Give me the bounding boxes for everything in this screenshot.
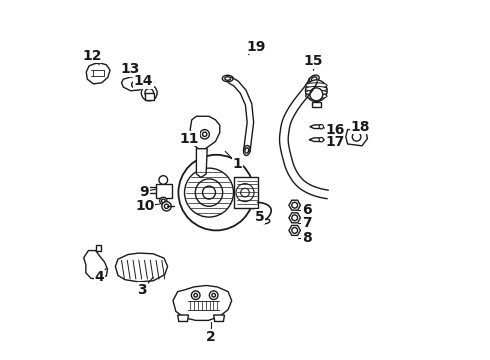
Text: 14: 14	[134, 74, 153, 88]
Circle shape	[164, 204, 169, 208]
Text: 16: 16	[325, 123, 344, 136]
Circle shape	[209, 291, 218, 300]
Polygon shape	[289, 213, 300, 223]
Text: 2: 2	[206, 330, 216, 343]
Ellipse shape	[245, 148, 248, 153]
Circle shape	[305, 80, 327, 102]
Text: 4: 4	[95, 270, 104, 284]
Circle shape	[292, 228, 297, 233]
Polygon shape	[234, 177, 258, 208]
Circle shape	[319, 125, 323, 129]
Circle shape	[352, 132, 361, 141]
Circle shape	[145, 89, 153, 97]
Ellipse shape	[309, 75, 319, 83]
Circle shape	[132, 81, 138, 88]
Ellipse shape	[312, 77, 317, 82]
Text: 19: 19	[246, 40, 266, 54]
Polygon shape	[214, 315, 224, 321]
Circle shape	[192, 291, 200, 300]
Circle shape	[292, 215, 297, 221]
Polygon shape	[178, 315, 189, 321]
Circle shape	[133, 83, 136, 86]
Ellipse shape	[305, 94, 327, 99]
Circle shape	[212, 293, 216, 297]
Circle shape	[178, 155, 254, 230]
Text: 15: 15	[304, 54, 323, 68]
Circle shape	[194, 293, 197, 297]
Polygon shape	[289, 225, 300, 235]
Text: 7: 7	[302, 216, 312, 230]
Polygon shape	[86, 63, 110, 84]
Circle shape	[141, 85, 157, 101]
Circle shape	[310, 88, 323, 101]
Polygon shape	[156, 184, 172, 198]
Ellipse shape	[225, 77, 231, 80]
Text: 18: 18	[350, 120, 370, 134]
Text: 6: 6	[302, 203, 312, 216]
Text: 12: 12	[82, 49, 102, 63]
Ellipse shape	[222, 75, 233, 82]
Circle shape	[162, 199, 165, 203]
Text: 13: 13	[121, 62, 140, 76]
Text: 8: 8	[302, 231, 312, 244]
Ellipse shape	[305, 90, 327, 95]
Circle shape	[202, 186, 216, 199]
Circle shape	[196, 179, 222, 206]
Polygon shape	[84, 251, 107, 279]
Text: 5: 5	[254, 210, 264, 224]
Circle shape	[162, 202, 171, 211]
Circle shape	[292, 202, 297, 208]
Ellipse shape	[305, 83, 327, 88]
Circle shape	[319, 138, 323, 142]
Polygon shape	[173, 285, 232, 320]
Polygon shape	[122, 77, 144, 91]
Polygon shape	[346, 130, 368, 146]
Circle shape	[241, 188, 249, 197]
Polygon shape	[196, 149, 207, 177]
Polygon shape	[190, 116, 220, 149]
Ellipse shape	[305, 86, 327, 91]
Circle shape	[202, 132, 207, 136]
Text: 17: 17	[325, 135, 344, 149]
Text: 11: 11	[179, 132, 199, 145]
Polygon shape	[312, 102, 320, 107]
Text: 3: 3	[138, 283, 147, 297]
Circle shape	[236, 184, 254, 202]
Polygon shape	[116, 253, 168, 282]
Polygon shape	[145, 93, 154, 100]
Ellipse shape	[244, 145, 250, 156]
Circle shape	[185, 168, 233, 217]
Circle shape	[159, 176, 168, 184]
Polygon shape	[289, 200, 300, 210]
Polygon shape	[96, 245, 101, 251]
Text: 1: 1	[232, 157, 242, 171]
Circle shape	[200, 130, 209, 139]
Polygon shape	[309, 138, 323, 141]
Polygon shape	[310, 125, 323, 129]
Circle shape	[160, 197, 167, 204]
Ellipse shape	[262, 219, 270, 224]
Text: 10: 10	[135, 199, 155, 213]
Text: 9: 9	[139, 185, 149, 198]
